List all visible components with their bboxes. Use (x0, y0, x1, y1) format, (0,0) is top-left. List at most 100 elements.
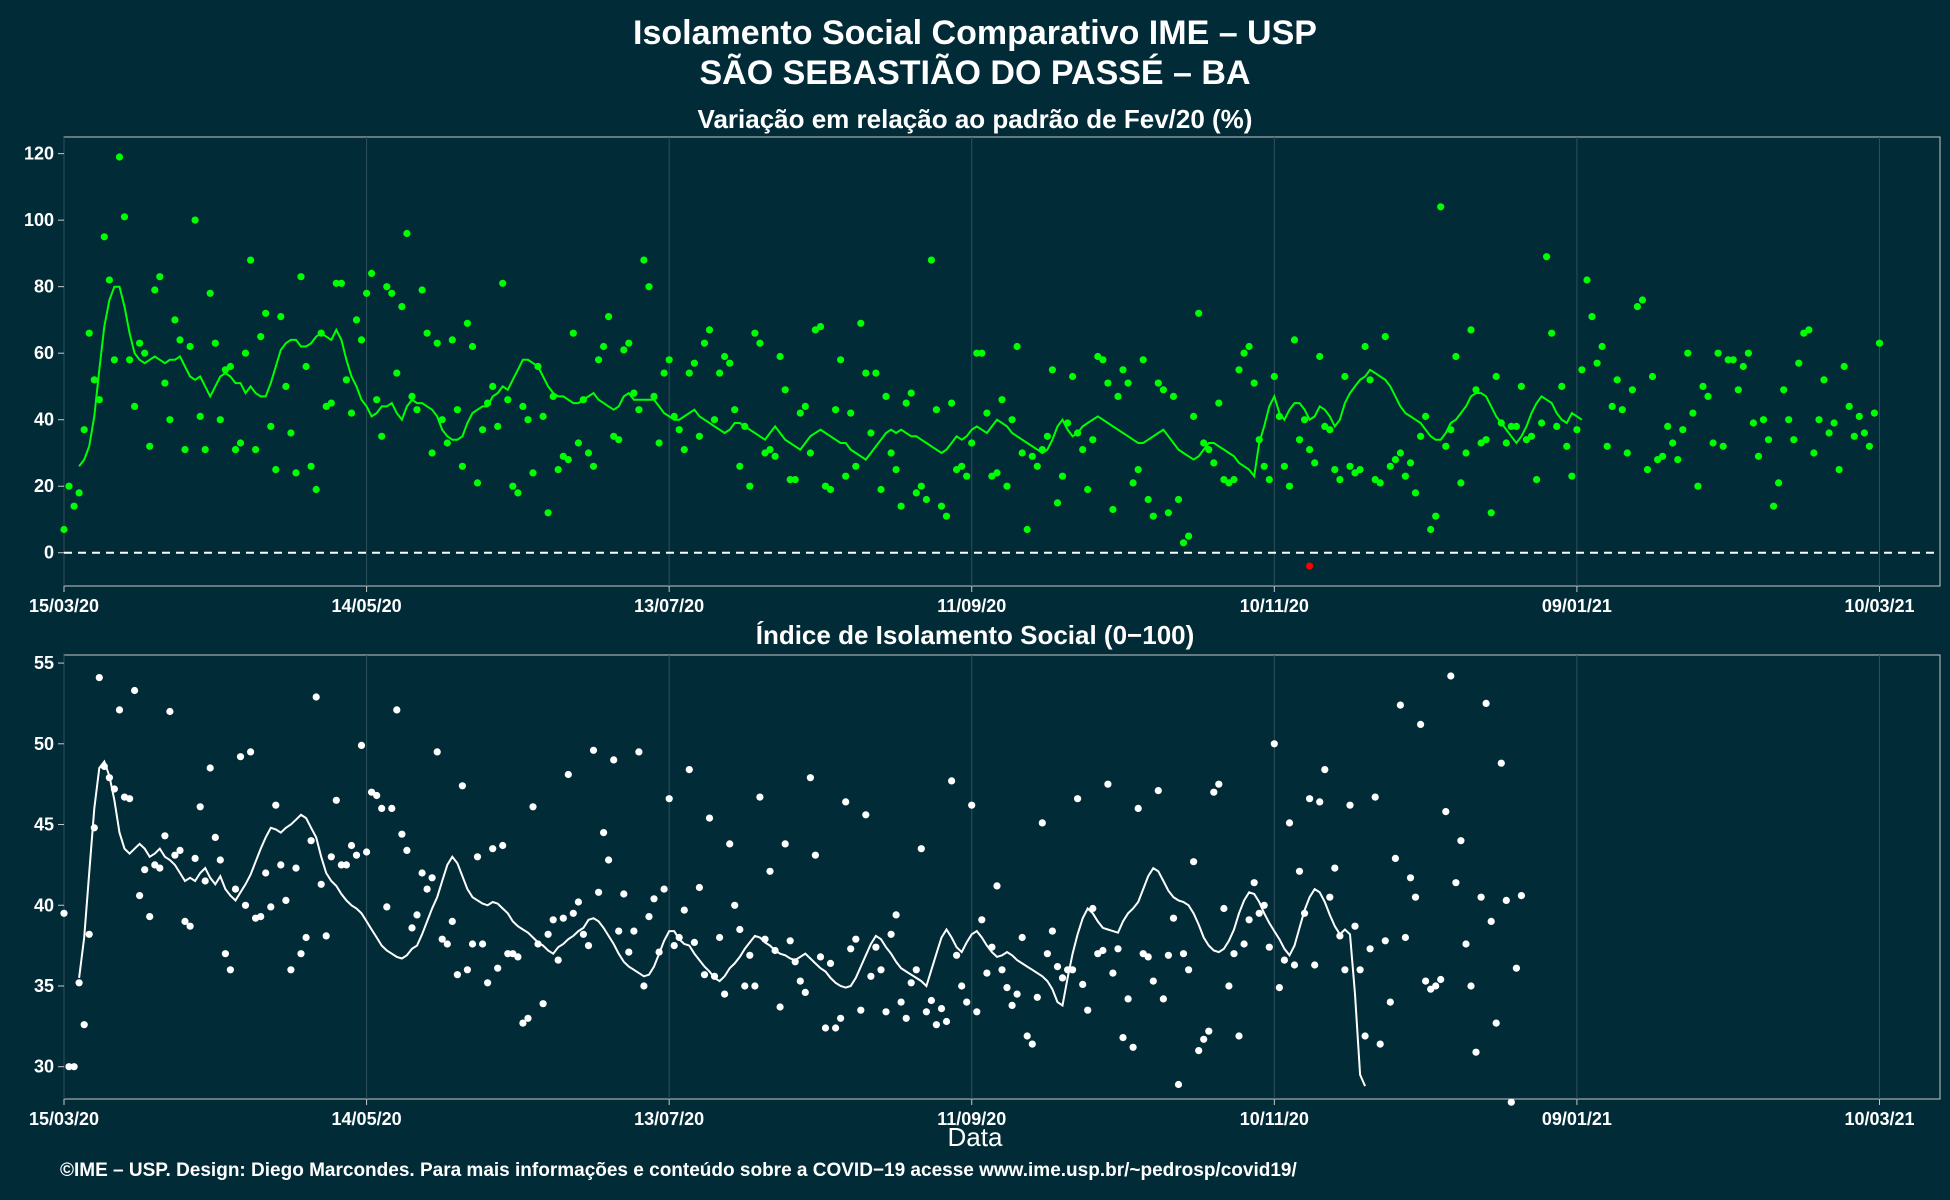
top-data-point (1008, 416, 1016, 424)
top-data-point (978, 349, 986, 357)
top-data-point (1492, 372, 1500, 381)
bottom-data-point (569, 909, 577, 917)
bottom-data-point (1185, 966, 1193, 974)
bottom-data-point (559, 914, 567, 922)
bottom-data-point (1376, 1040, 1384, 1048)
top-data-point (413, 406, 421, 414)
top-data-point (100, 233, 108, 241)
bottom-x-tick-label: 14/05/20 (332, 1109, 402, 1129)
bottom-data-point (1048, 927, 1056, 935)
top-data-point (1603, 442, 1611, 450)
bottom-data-point (1104, 780, 1112, 788)
top-negative-data-point (1306, 562, 1314, 570)
top-data-point (832, 406, 840, 414)
top-data-point (690, 359, 699, 367)
top-data-point (1023, 525, 1031, 534)
top-panel-title: Variação em relação ao padrão de Fev/20 … (697, 104, 1253, 134)
bottom-data-point (801, 988, 809, 997)
bottom-data-point (161, 832, 169, 840)
top-data-point (1336, 476, 1344, 484)
top-data-point (307, 462, 315, 470)
bottom-data-point (746, 951, 754, 959)
top-data-point (1109, 505, 1117, 514)
top-data-point (1770, 502, 1778, 510)
bottom-data-point (670, 942, 678, 950)
bottom-data-point (1497, 759, 1505, 767)
top-data-point (731, 406, 739, 414)
bottom-data-point (554, 956, 562, 964)
top-data-point (574, 439, 583, 447)
top-data-point (877, 485, 885, 494)
top-data-point (993, 469, 1001, 477)
top-data-point (554, 466, 562, 474)
top-data-point (998, 396, 1006, 404)
bottom-data-point (1003, 984, 1011, 992)
bottom-data-point (922, 1008, 931, 1016)
top-data-point (191, 216, 199, 224)
bottom-data-point (529, 803, 537, 811)
top-data-point (837, 356, 845, 364)
top-data-point (1870, 409, 1878, 417)
top-data-point (216, 416, 224, 424)
bottom-data-point (716, 933, 724, 942)
top-data-point (1659, 452, 1667, 460)
top-data-point (1069, 372, 1077, 381)
top-data-point (1079, 446, 1087, 454)
top-data-point (529, 469, 537, 477)
bottom-data-point (937, 1005, 946, 1013)
top-data-point (1210, 459, 1218, 467)
top-data-point (635, 406, 643, 414)
bottom-data-point (781, 840, 789, 848)
top-data-point (937, 502, 946, 510)
bottom-data-point (1356, 966, 1364, 974)
bottom-data-point (468, 940, 477, 948)
bottom-data-point (766, 867, 774, 875)
bottom-data-point (1200, 1035, 1208, 1043)
top-data-point (1689, 409, 1697, 417)
top-data-point (1230, 476, 1238, 484)
bottom-data-point (342, 861, 350, 869)
top-data-point (907, 389, 915, 397)
top-data-point (463, 319, 471, 327)
top-data-point (1775, 479, 1783, 487)
top-data-point (1855, 412, 1863, 420)
top-data-point (1734, 386, 1742, 394)
top-data-point (1830, 419, 1838, 427)
bottom-data-point (1043, 950, 1051, 958)
bottom-data-point (126, 795, 134, 803)
bottom-data-point (241, 901, 250, 909)
top-data-point (922, 495, 931, 504)
top-data-point (675, 426, 683, 434)
top-data-point (1346, 462, 1354, 470)
x-axis-label: Data (947, 1122, 1003, 1152)
top-data-point (468, 342, 477, 351)
top-data-point (1860, 429, 1868, 437)
bottom-data-point (1346, 801, 1354, 809)
bottom-y-tick-label: 35 (34, 976, 54, 996)
top-data-point (584, 449, 593, 457)
top-data-point (332, 279, 340, 287)
top-data-point (700, 339, 709, 347)
top-data-point (630, 389, 638, 397)
bottom-y-tick-label: 40 (34, 895, 54, 915)
top-data-point (166, 416, 174, 424)
top-data-point (499, 279, 507, 287)
bottom-data-point (1507, 1098, 1515, 1106)
bottom-data-point (1038, 819, 1046, 827)
top-data-point (241, 349, 250, 357)
bottom-data-point (564, 770, 572, 779)
top-data-point (948, 399, 956, 407)
top-y-tick-label: 120 (24, 144, 54, 164)
top-moving-average-line (78, 285, 1583, 479)
top-data-point (282, 382, 290, 390)
top-data-point (710, 416, 719, 424)
bottom-data-point (816, 953, 825, 961)
bottom-data-point (1053, 963, 1062, 971)
bottom-data-point (201, 877, 209, 885)
bottom-data-point (786, 937, 794, 945)
top-x-tick-label: 10/11/20 (1240, 596, 1309, 616)
bottom-data-point (1341, 966, 1349, 974)
bottom-data-point (1023, 1032, 1031, 1040)
bottom-data-point (418, 869, 426, 877)
top-data-point (1104, 379, 1112, 387)
